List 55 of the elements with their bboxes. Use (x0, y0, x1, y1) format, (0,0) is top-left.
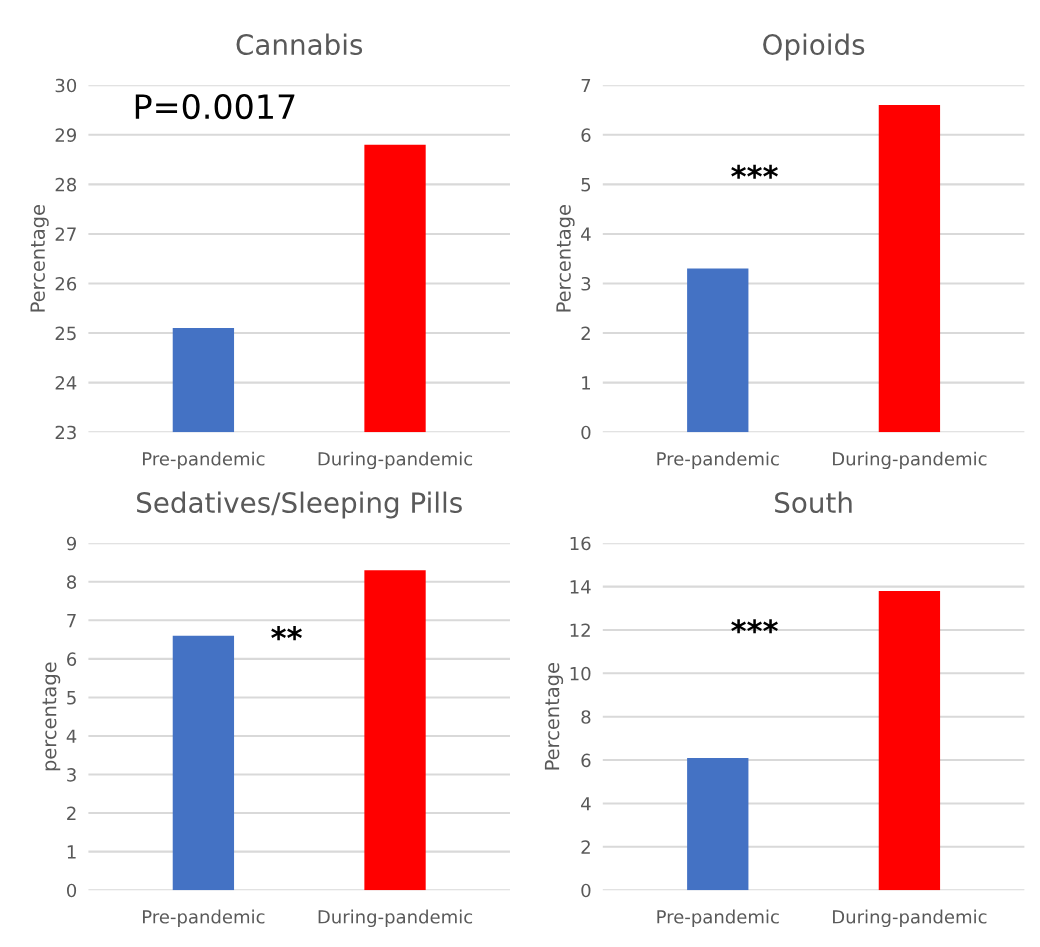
x-tick-label: Pre-pandemic (657, 451, 779, 470)
x-tick-label: During-pandemic (833, 909, 987, 928)
y-tick-label: 7 (581, 78, 591, 93)
y-tick-label: 30 (55, 78, 77, 93)
x-tick-label: During-pandemic (833, 451, 987, 470)
y-tick-label: 28 (55, 177, 77, 192)
y-tick-label: 5 (67, 691, 76, 705)
chart-title: Cannabis (236, 33, 363, 56)
chart-title: Opioids (763, 33, 865, 61)
x-tick-label: During-pandemic (318, 909, 473, 928)
y-tick-label: 1 (67, 845, 76, 859)
annotation: ** (271, 626, 302, 641)
x-tick-label: Pre-pandemic (143, 451, 265, 470)
chart-title: South (775, 491, 852, 514)
annotation: *** (731, 619, 778, 634)
y-tick-label: 2 (581, 326, 590, 340)
y-tick-label: 6 (581, 753, 591, 768)
y-tick-label: 24 (55, 376, 77, 390)
y-tick-label: 3 (581, 276, 591, 291)
y-tick-label: 2 (67, 806, 76, 820)
y-tick-label: 16 (570, 536, 591, 551)
y-tick-label: 2 (581, 840, 590, 854)
y-axis-title: Percentage (30, 205, 49, 312)
y-tick-label: 6 (67, 652, 77, 666)
x-tick-label: Pre-pandemic (657, 909, 779, 928)
y-tick-label: 4 (581, 227, 591, 241)
y-tick-label: 4 (66, 729, 77, 743)
y-tick-label: 27 (55, 227, 76, 241)
y-tick-label: 9 (66, 536, 77, 551)
y-axis-title: Percentage (544, 663, 564, 770)
y-tick-label: 0 (581, 883, 591, 898)
y-axis-title: percentage (42, 662, 61, 771)
y-tick-label: 5 (581, 178, 591, 192)
y-tick-label: 0 (581, 425, 591, 440)
y-tick-label: 7 (67, 614, 76, 628)
y-axis-title: Percentage (556, 205, 575, 312)
annotation: P=0.0017 (135, 93, 295, 120)
y-tick-label: 6 (581, 128, 591, 142)
y-tick-label: 8 (581, 710, 591, 724)
y-tick-label: 8 (67, 575, 77, 589)
y-tick-label: 14 (570, 580, 591, 594)
x-tick-label: Pre-pandemic (143, 909, 265, 928)
y-tick-label: 25 (55, 326, 76, 341)
y-tick-label: 3 (67, 767, 76, 782)
y-tick-label: 1 (582, 376, 590, 390)
y-tick-label: 23 (55, 425, 76, 440)
y-tick-label: 12 (570, 623, 590, 637)
x-tick-label: During-pandemic (318, 451, 473, 470)
y-tick-label: 26 (55, 276, 77, 291)
annotation: *** (731, 164, 778, 179)
y-tick-label: 29 (55, 128, 77, 142)
y-tick-label: 0 (66, 883, 77, 898)
y-tick-label: 10 (570, 666, 591, 681)
y-tick-label: 4 (581, 797, 591, 811)
chart-title: Sedatives/Sleeping Pills (137, 491, 462, 519)
